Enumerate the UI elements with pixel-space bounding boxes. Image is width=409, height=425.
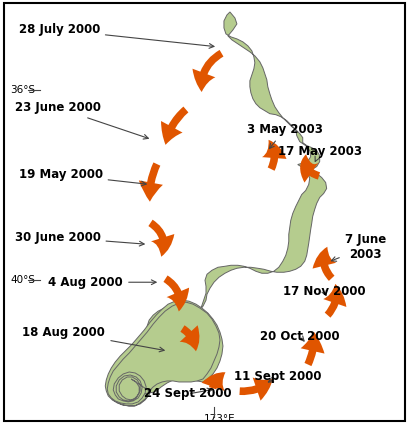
FancyArrowPatch shape (202, 372, 225, 391)
Text: 20 Oct 2000: 20 Oct 2000 (260, 330, 339, 343)
Text: 17 Nov 2000: 17 Nov 2000 (283, 285, 365, 297)
FancyArrowPatch shape (323, 284, 346, 317)
Polygon shape (105, 300, 223, 406)
Text: 40°S: 40°S (11, 275, 36, 285)
FancyArrowPatch shape (164, 275, 189, 312)
FancyArrowPatch shape (139, 162, 163, 202)
FancyArrowPatch shape (193, 50, 223, 92)
Text: 19 May 2000: 19 May 2000 (18, 168, 146, 186)
FancyArrowPatch shape (148, 220, 174, 257)
Text: 30 June 2000: 30 June 2000 (14, 231, 144, 246)
FancyArrowPatch shape (300, 154, 320, 183)
Text: 24 Sept 2000: 24 Sept 2000 (144, 388, 232, 400)
Text: 23 June 2000: 23 June 2000 (14, 101, 148, 139)
Polygon shape (133, 12, 327, 392)
Polygon shape (107, 302, 220, 404)
FancyArrowPatch shape (180, 325, 200, 351)
Text: 3 May 2003: 3 May 2003 (247, 123, 323, 148)
Text: 11 Sept 2000: 11 Sept 2000 (234, 371, 321, 383)
Text: 28 July 2000: 28 July 2000 (18, 23, 214, 48)
FancyArrowPatch shape (312, 247, 336, 281)
FancyArrowPatch shape (301, 332, 324, 366)
Text: 7 June
2003: 7 June 2003 (331, 233, 386, 261)
Text: 4 Aug 2000: 4 Aug 2000 (48, 276, 156, 289)
Text: 17 May 2003: 17 May 2003 (278, 145, 362, 162)
Text: 36°S: 36°S (11, 85, 36, 95)
Text: 173°E: 173°E (204, 414, 236, 424)
FancyArrowPatch shape (161, 107, 189, 145)
FancyArrowPatch shape (262, 140, 286, 171)
FancyArrowPatch shape (239, 377, 273, 401)
Text: 18 Aug 2000: 18 Aug 2000 (22, 326, 164, 352)
